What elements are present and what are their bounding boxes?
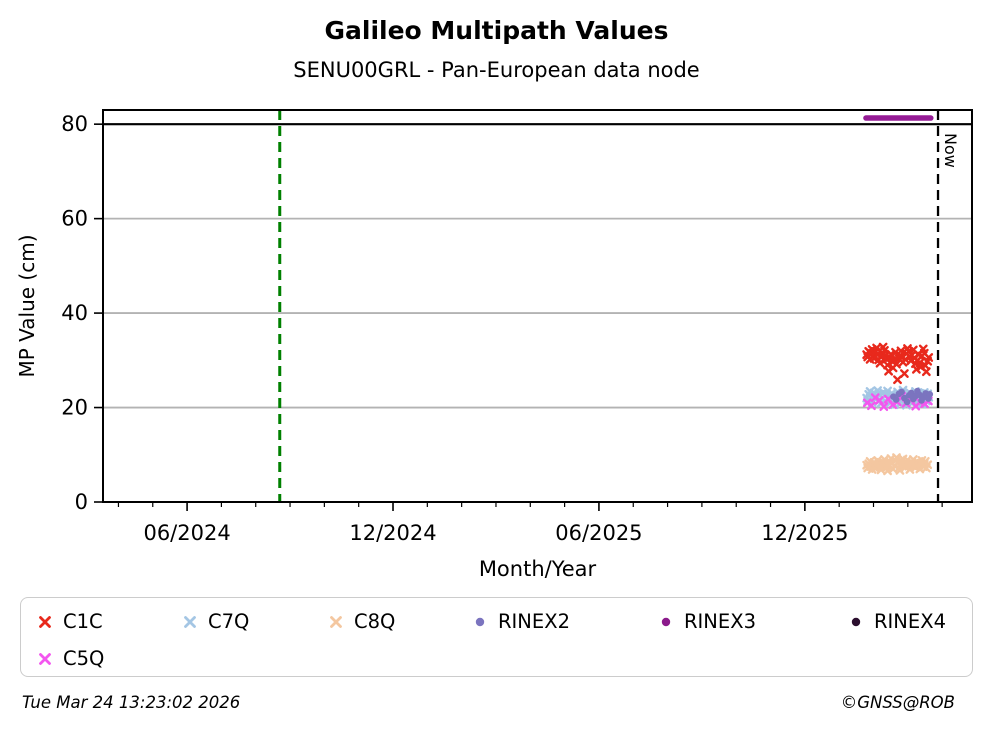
legend-label: C8Q	[354, 610, 396, 633]
point-c1c	[893, 375, 902, 385]
legend-item-c8q: C8Q	[328, 603, 472, 640]
legend-item-rinex2: RINEX2	[472, 603, 658, 640]
y-tick-label: 40	[61, 301, 88, 325]
plot-frame	[102, 109, 973, 503]
y-tick-label: 20	[61, 396, 88, 420]
x-tick-label: 12/2025	[761, 521, 848, 545]
legend-label: RINEX3	[684, 610, 756, 633]
chart-legend: C1C C7Q C8Q RINEX2 RINEX3 RINEX4 C5Q	[20, 597, 973, 677]
chart-subtitle: SENU00GRL - Pan-European data node	[293, 58, 700, 82]
legend-item-c5q: C5Q	[37, 640, 182, 677]
legend-label: C1C	[63, 610, 103, 633]
point-c5q	[879, 402, 889, 411]
point-c1c	[921, 367, 931, 377]
circle-marker-icon	[475, 617, 485, 626]
point-c1c	[875, 358, 885, 368]
y-tick-label: 80	[61, 112, 88, 136]
x-marker-icon	[39, 615, 51, 628]
point-c1c	[899, 369, 909, 378]
circle-marker-icon	[661, 617, 671, 626]
legend-item-c1c: C1C	[37, 603, 182, 640]
point-c7q	[883, 386, 892, 396]
x-axis-label: Month/Year	[479, 557, 597, 581]
now-label: Now	[941, 133, 960, 168]
point-rinex2	[926, 391, 934, 398]
legend-item-rinex3: RINEX3	[658, 603, 848, 640]
point-c1c	[924, 353, 934, 362]
point-c8q	[923, 460, 933, 470]
legend-label: RINEX2	[498, 610, 570, 633]
x-tick-label: 06/2024	[143, 521, 230, 545]
x-tick-label: 12/2024	[349, 521, 436, 545]
point-c5q	[867, 401, 876, 411]
legend-label: RINEX4	[874, 610, 946, 633]
chart-title: Galileo Multipath Values	[324, 16, 669, 45]
legend-label: C5Q	[63, 647, 105, 670]
footer-credit: ©GNSS@ROB	[840, 693, 955, 712]
legend-label: C7Q	[208, 610, 250, 633]
y-axis-label: MP Value (cm)	[15, 234, 39, 377]
footer: Tue Mar 24 13:23:02 2026 ©GNSS@ROB	[0, 691, 993, 721]
x-marker-icon	[330, 615, 342, 628]
footer-timestamp: Tue Mar 24 13:23:02 2026	[22, 693, 241, 712]
y-tick-label: 60	[61, 207, 88, 231]
point-c1c	[912, 364, 921, 374]
point-rinex2	[898, 388, 905, 396]
point-c1c	[892, 359, 901, 369]
x-tick-label: 06/2025	[555, 521, 642, 545]
plot-area: Now 06/2024 12/2024 06/2025 12/2025 0 20 40 60 80…	[15, 109, 973, 581]
legend-item-rinex4: RINEX4	[848, 603, 972, 640]
x-marker-icon	[39, 652, 51, 665]
legend-item-c7q: C7Q	[182, 603, 328, 640]
point-rinex2	[903, 398, 911, 406]
x-marker-icon	[184, 615, 196, 628]
point-rinex2	[892, 396, 900, 403]
y-tick-label: 0	[75, 490, 88, 514]
circle-marker-icon	[851, 617, 861, 626]
